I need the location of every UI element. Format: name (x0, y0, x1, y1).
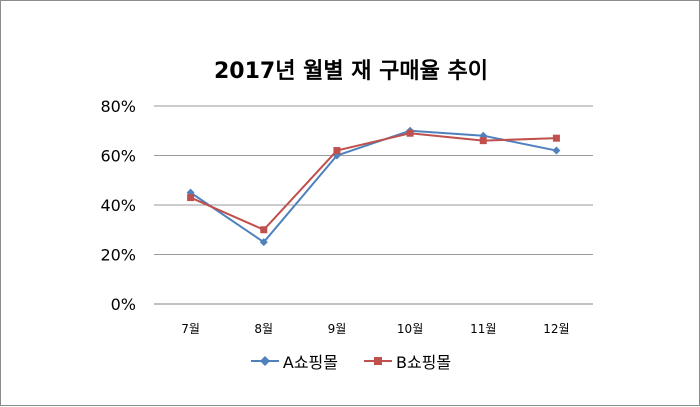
data-point-b (479, 137, 487, 145)
legend-label-a: A쇼핑몰 (282, 353, 338, 372)
data-point-a (552, 146, 561, 155)
y-tick-label: 0% (111, 295, 136, 314)
x-tick-label: 7월 (181, 322, 200, 336)
data-point-b (406, 129, 414, 137)
x-tick-label: 12월 (543, 322, 569, 336)
y-tick-label: 80% (100, 97, 136, 116)
data-point-b (260, 226, 268, 234)
data-point-b (333, 147, 341, 155)
legend-marker-a (250, 356, 279, 366)
x-tick-label: 11월 (470, 322, 496, 336)
data-point-b (552, 134, 560, 142)
x-tick-label: 8월 (254, 322, 273, 336)
legend-item-a: A쇼핑몰 (250, 349, 338, 373)
legend-marker-b (363, 357, 392, 365)
legend-label-b: B쇼핑몰 (395, 353, 452, 372)
y-tick-label: 40% (100, 196, 136, 215)
chart-title: 2017년 월별 재 구매율 추이 (213, 59, 489, 84)
series-line-a (190, 129, 557, 244)
legend-item-b: B쇼핑몰 (363, 349, 452, 373)
data-point-a (259, 238, 268, 247)
y-tick-label: 60% (100, 147, 136, 166)
series-line-b (190, 132, 557, 231)
x-tick-label: 9월 (328, 322, 347, 336)
x-tick-label: 10월 (397, 322, 423, 336)
legend: A쇼핑몰 B쇼핑몰 (1, 349, 700, 373)
data-point-b (187, 194, 195, 202)
y-tick-label: 20% (100, 246, 136, 265)
